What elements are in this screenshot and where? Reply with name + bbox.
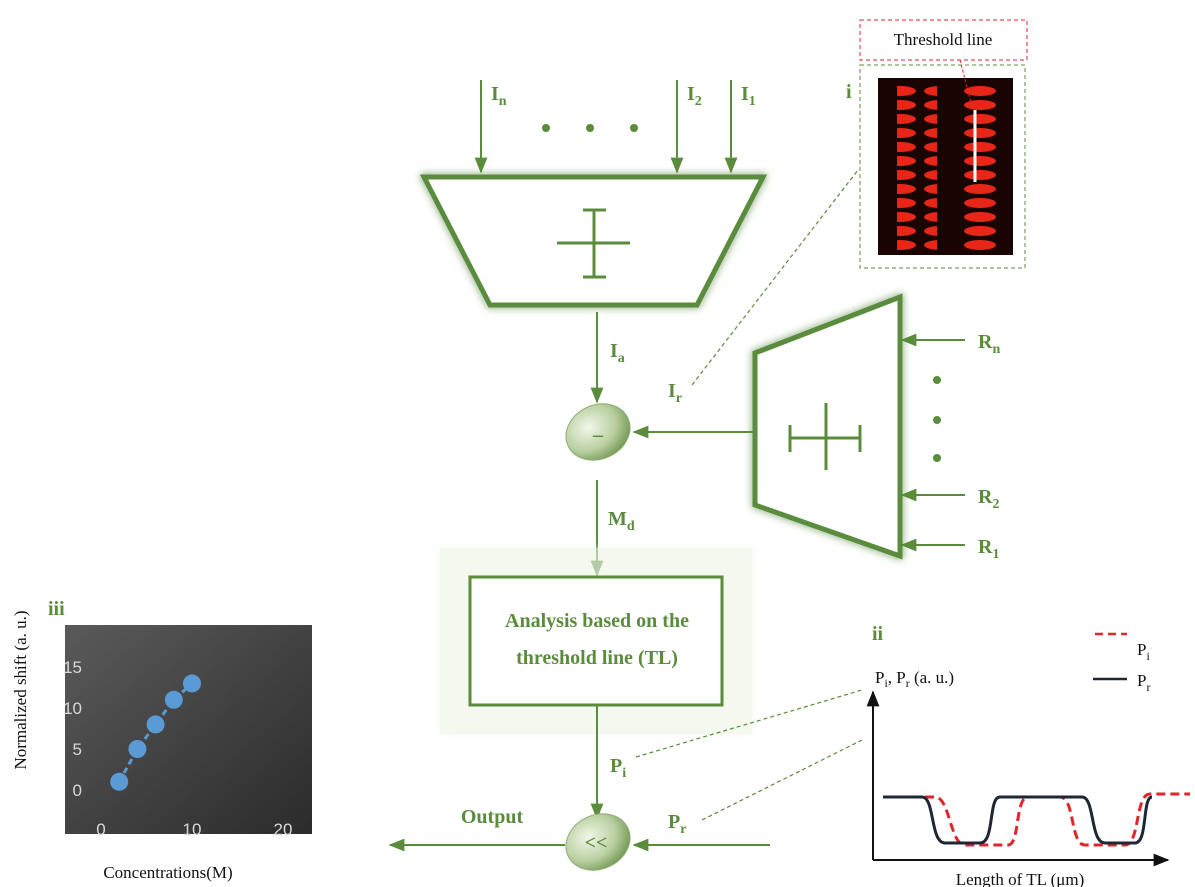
input-label: In <box>491 83 507 109</box>
input-label-base: I <box>491 83 499 105</box>
data-point <box>183 674 201 692</box>
reference-label-sub: 2 <box>992 497 999 512</box>
reference-label: R2 <box>978 486 999 512</box>
legend-label-base: P <box>1137 640 1146 659</box>
reference-label: R1 <box>978 536 999 562</box>
legend-label-sub: i <box>1146 649 1150 663</box>
reference-label-base: R <box>978 331 993 353</box>
signal-label-base: I <box>668 380 676 402</box>
signal-label-base: P <box>610 755 622 777</box>
legend-label: Pi <box>1137 640 1150 663</box>
reference-label-sub: n <box>992 342 1000 357</box>
output-label: Output <box>461 806 524 828</box>
analysis-box <box>470 577 722 705</box>
signal-label-sub: r <box>680 822 686 837</box>
reference-label-base: R <box>978 536 993 558</box>
subtract-symbol: – <box>592 424 604 446</box>
reference-label-base: R <box>978 486 993 508</box>
analysis-text: Analysis based on the <box>505 610 689 632</box>
y-axis-label-part: P <box>875 668 884 687</box>
ellipsis-dot <box>630 124 638 132</box>
panel-label: ii <box>872 623 884 645</box>
y-axis-label: Pi, Pr (a. u.) <box>875 668 954 690</box>
x-axis-label: Length of TL (μm) <box>956 870 1085 887</box>
data-point <box>147 715 165 733</box>
y-tick-label: 5 <box>73 740 82 759</box>
y-tick-label: 15 <box>63 658 82 677</box>
signal-label-sub: d <box>627 519 635 534</box>
y-axis-label: Normalized shift (a. u.) <box>11 610 30 769</box>
ellipsis-dot <box>933 454 941 462</box>
data-point <box>128 740 146 758</box>
signal-label-base: P <box>668 811 680 833</box>
signal-label: Pi <box>610 755 626 781</box>
input-label-base: I <box>687 83 695 105</box>
signal-label-sub: a <box>618 351 625 366</box>
x-tick-label: 10 <box>183 820 202 839</box>
reference-label: Rn <box>978 331 1000 357</box>
data-point <box>165 691 183 709</box>
signal-label-sub: i <box>622 766 626 781</box>
signal-label: Pr <box>668 811 686 837</box>
y-axis-label-part: (a. u.) <box>910 668 954 687</box>
compare-symbol: << <box>585 832 608 854</box>
input-label: I1 <box>741 83 756 109</box>
ellipsis-dot <box>933 376 941 384</box>
signal-label: Ia <box>610 340 625 366</box>
signal-label: Md <box>608 508 635 534</box>
panel-label: i <box>846 81 852 103</box>
micrograph-stripe <box>897 82 937 252</box>
micrograph-stripe <box>957 82 997 252</box>
diagram: InI2I1RnR2R1IaIr–MdAnalysis based on the… <box>0 0 1195 887</box>
plot-background <box>65 625 312 834</box>
x-axis-label: Concentrations(M) <box>103 863 232 882</box>
x-tick-label: 20 <box>274 820 293 839</box>
y-axis-label-part: , P <box>888 668 906 687</box>
input-label-sub: 1 <box>749 94 756 109</box>
ellipsis-dot <box>586 124 594 132</box>
signal-label-base: M <box>608 508 627 530</box>
analysis-text: threshold line (TL) <box>516 647 678 669</box>
legend-label-sub: r <box>1146 680 1150 694</box>
input-label-base: I <box>741 83 749 105</box>
callout-line <box>702 740 862 820</box>
callout-text: Threshold line <box>894 30 993 49</box>
signal-label-base: I <box>610 340 618 362</box>
x-tick-label: 0 <box>96 820 105 839</box>
input-label-sub: 2 <box>695 94 702 109</box>
legend-label: Pr <box>1137 671 1150 694</box>
legend-label-base: P <box>1137 671 1146 690</box>
ellipsis-dot <box>542 124 550 132</box>
ellipsis-dot <box>933 416 941 424</box>
y-tick-label: 0 <box>73 781 82 800</box>
signal-label-sub: r <box>676 391 682 406</box>
data-point <box>110 773 128 791</box>
input-label-sub: n <box>499 94 507 109</box>
y-tick-label: 10 <box>63 699 82 718</box>
input-label: I2 <box>687 83 702 109</box>
panel-label: iii <box>48 598 65 620</box>
signal-label: Ir <box>668 380 682 406</box>
reference-label-sub: 1 <box>992 547 999 562</box>
